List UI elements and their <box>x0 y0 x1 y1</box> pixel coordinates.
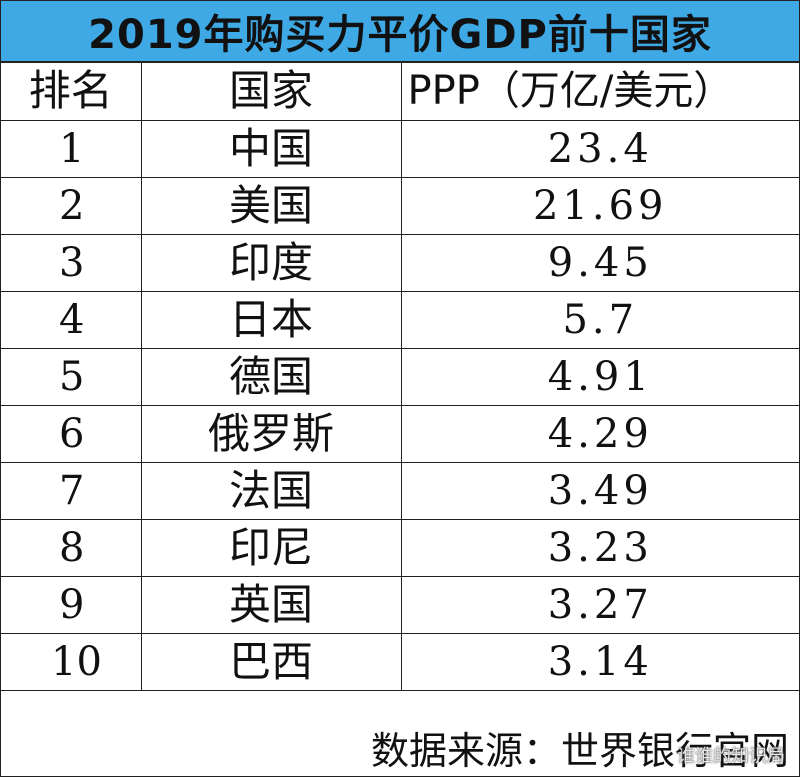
ppp-cell: 21.69 <box>400 176 799 235</box>
header-rank: 排名 <box>1 63 142 121</box>
country-cell: 英国 <box>140 575 402 634</box>
header-row: 排名 国家 PPP（万亿/美元） <box>1 63 799 121</box>
table-row: 1 中国 23.4 <box>1 119 799 178</box>
ppp-cell: 3.49 <box>400 461 799 520</box>
watermark: 谁谁的知识局 <box>677 746 785 767</box>
header-country: 国家 <box>140 63 402 121</box>
rank-cell: 10 <box>1 632 142 691</box>
table-row: 9 英国 3.27 <box>1 575 799 634</box>
rank-cell: 6 <box>1 404 142 463</box>
table-row: 3 印度 9.45 <box>1 233 799 292</box>
country-cell: 中国 <box>140 119 402 178</box>
country-cell: 美国 <box>140 176 402 235</box>
country-cell: 印度 <box>140 233 402 292</box>
table-row: 10 巴西 3.14 <box>1 632 799 691</box>
country-cell: 法国 <box>140 461 402 520</box>
table-row: 7 法国 3.49 <box>1 461 799 520</box>
country-cell: 德国 <box>140 347 402 406</box>
rank-cell: 9 <box>1 575 142 634</box>
ppp-cell: 4.29 <box>400 404 799 463</box>
ppp-cell: 23.4 <box>400 119 799 178</box>
rank-cell: 1 <box>1 119 142 178</box>
table-title: 2019年购买力平价GDP前十国家 <box>1 1 799 63</box>
rank-cell: 7 <box>1 461 142 520</box>
ppp-cell: 9.45 <box>400 233 799 292</box>
table-row: 5 德国 4.91 <box>1 347 799 406</box>
country-cell: 巴西 <box>140 632 402 691</box>
rank-cell: 4 <box>1 290 142 349</box>
country-cell: 日本 <box>140 290 402 349</box>
ppp-cell: 3.23 <box>400 518 799 577</box>
table-row: 8 印尼 3.23 <box>1 518 799 577</box>
table-row: 4 日本 5.7 <box>1 290 799 349</box>
rank-cell: 3 <box>1 233 142 292</box>
ppp-cell: 4.91 <box>400 347 799 406</box>
rank-cell: 8 <box>1 518 142 577</box>
data-source-note: 数据来源：世界银行官网 <box>370 729 789 773</box>
table-row: 6 俄罗斯 4.29 <box>1 404 799 463</box>
rank-cell: 5 <box>1 347 142 406</box>
ppp-cell: 3.27 <box>400 575 799 634</box>
ppp-ranking-table: 排名 国家 PPP（万亿/美元） 1 中国 23.4 2 美国 21.69 3 … <box>1 63 799 691</box>
ppp-cell: 3.14 <box>400 632 799 691</box>
table-row: 2 美国 21.69 <box>1 176 799 235</box>
ppp-cell: 5.7 <box>400 290 799 349</box>
rank-cell: 2 <box>1 176 142 235</box>
country-cell: 印尼 <box>140 518 402 577</box>
country-cell: 俄罗斯 <box>140 404 402 463</box>
header-ppp: PPP（万亿/美元） <box>400 63 799 121</box>
